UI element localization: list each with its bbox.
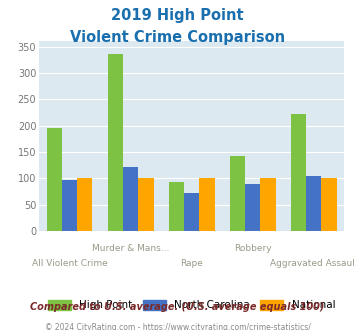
Bar	[200, 178, 214, 231]
Bar	[291, 114, 306, 231]
Text: All Violent Crime: All Violent Crime	[32, 258, 108, 268]
Bar	[230, 156, 245, 231]
Bar	[108, 54, 123, 231]
Text: Murder & Mans...: Murder & Mans...	[92, 244, 169, 253]
Text: © 2024 CityRating.com - https://www.cityrating.com/crime-statistics/: © 2024 CityRating.com - https://www.city…	[45, 323, 310, 330]
Bar	[62, 180, 77, 231]
Text: 2019 High Point: 2019 High Point	[111, 8, 244, 23]
Bar	[77, 178, 92, 231]
Bar	[47, 128, 62, 231]
Text: Compared to U.S. average. (U.S. average equals 100): Compared to U.S. average. (U.S. average …	[30, 302, 325, 312]
Bar	[245, 184, 261, 231]
Bar	[184, 192, 200, 231]
Bar	[138, 178, 153, 231]
Text: Violent Crime Comparison: Violent Crime Comparison	[70, 30, 285, 45]
Text: Robbery: Robbery	[234, 244, 272, 253]
Text: Aggravated Assault: Aggravated Assault	[269, 258, 355, 268]
Bar	[306, 176, 322, 231]
Text: Rape: Rape	[180, 258, 203, 268]
Bar	[261, 178, 275, 231]
Legend: High Point, North Carolina, National: High Point, North Carolina, National	[44, 296, 339, 314]
Bar	[169, 182, 184, 231]
Bar	[123, 167, 138, 231]
Bar	[322, 178, 337, 231]
